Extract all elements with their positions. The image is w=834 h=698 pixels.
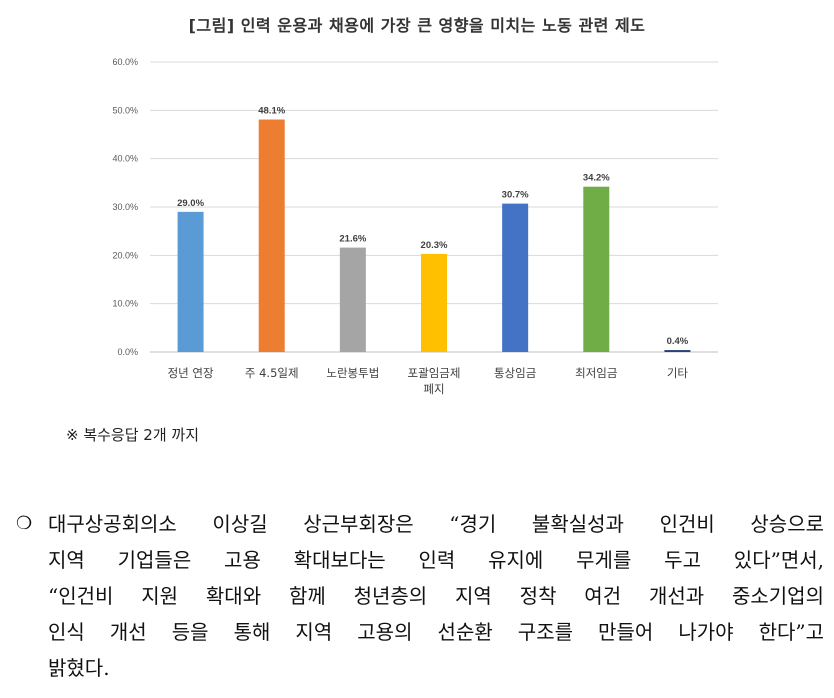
data-label: 48.1% bbox=[258, 106, 285, 117]
x-tick-label: 정년 연장 bbox=[168, 366, 214, 380]
bar bbox=[339, 247, 366, 352]
data-label: 20.3% bbox=[421, 240, 448, 251]
figure-title: [그림] 인력 운용과 채용에 가장 큰 영향을 미치는 노동 관련 제도 bbox=[188, 16, 646, 35]
data-label: 30.7% bbox=[502, 190, 529, 201]
x-tick-label: 포괄임금제 bbox=[408, 366, 461, 380]
bar-chart: 0.0% 10.0% 20.0% 30.0% 40.0% 50.0% 60.0% 29.0%… bbox=[112, 57, 718, 396]
y-tick-label: 20.0% bbox=[112, 250, 138, 260]
hollow-circle-bullet-icon: ❍ bbox=[16, 513, 33, 534]
bar bbox=[502, 203, 529, 352]
data-label: 34.2% bbox=[583, 173, 610, 184]
bar bbox=[583, 186, 610, 352]
y-tick-label: 0.0% bbox=[117, 347, 138, 357]
paragraph-line: 지역 기업들은 고용 확대보다는 인력 유지에 무게를 두고 있다”면서, bbox=[48, 548, 824, 572]
x-tick-label: 기타 bbox=[667, 366, 689, 380]
paragraph-line: “인건비 지원 확대와 함께 청년층의 지역 정착 여건 개선과 중소기업의 bbox=[48, 584, 824, 608]
x-tick-label: 주 4.5일제 bbox=[245, 366, 299, 380]
bars bbox=[177, 119, 691, 353]
x-tick-label: 통상임금 bbox=[494, 366, 536, 380]
y-axis-ticks: 0.0% 10.0% 20.0% 30.0% 40.0% 50.0% 60.0% bbox=[112, 57, 138, 357]
x-tick-label: 노란봉투법 bbox=[326, 366, 379, 380]
data-label: 21.6% bbox=[339, 234, 366, 245]
bar bbox=[177, 211, 204, 352]
body-paragraph: ❍ 대구상공회의소 이상길 상근부회장은 “경기 불확실성과 인건비 상승으로 … bbox=[16, 506, 824, 686]
paragraph-line: 인식 개선 등을 통해 지역 고용의 선순환 구조를 만들어 나가야 한다”고 bbox=[48, 620, 824, 644]
y-tick-label: 40.0% bbox=[112, 154, 138, 164]
footnote: ※ 복수응답 2개 까지 bbox=[66, 426, 200, 444]
data-labels: 29.0% 48.1% 21.6% 20.3% 30.7% 34.2% 0.4% bbox=[177, 106, 689, 348]
x-tick-label: 최저임금 bbox=[575, 366, 617, 380]
x-tick-label: 폐지 bbox=[423, 382, 444, 396]
y-tick-label: 50.0% bbox=[112, 105, 138, 115]
paragraph-line: 대구상공회의소 이상길 상근부회장은 “경기 불확실성과 인건비 상승으로 bbox=[48, 512, 824, 536]
paragraph-line: 밝혔다. bbox=[48, 656, 110, 680]
y-tick-label: 60.0% bbox=[112, 57, 138, 67]
data-label: 29.0% bbox=[177, 198, 204, 209]
bar bbox=[421, 253, 447, 352]
bar bbox=[258, 119, 285, 353]
bar bbox=[664, 350, 691, 352]
data-label: 0.4% bbox=[667, 336, 689, 347]
y-tick-label: 30.0% bbox=[112, 202, 138, 212]
y-tick-label: 10.0% bbox=[112, 299, 138, 309]
